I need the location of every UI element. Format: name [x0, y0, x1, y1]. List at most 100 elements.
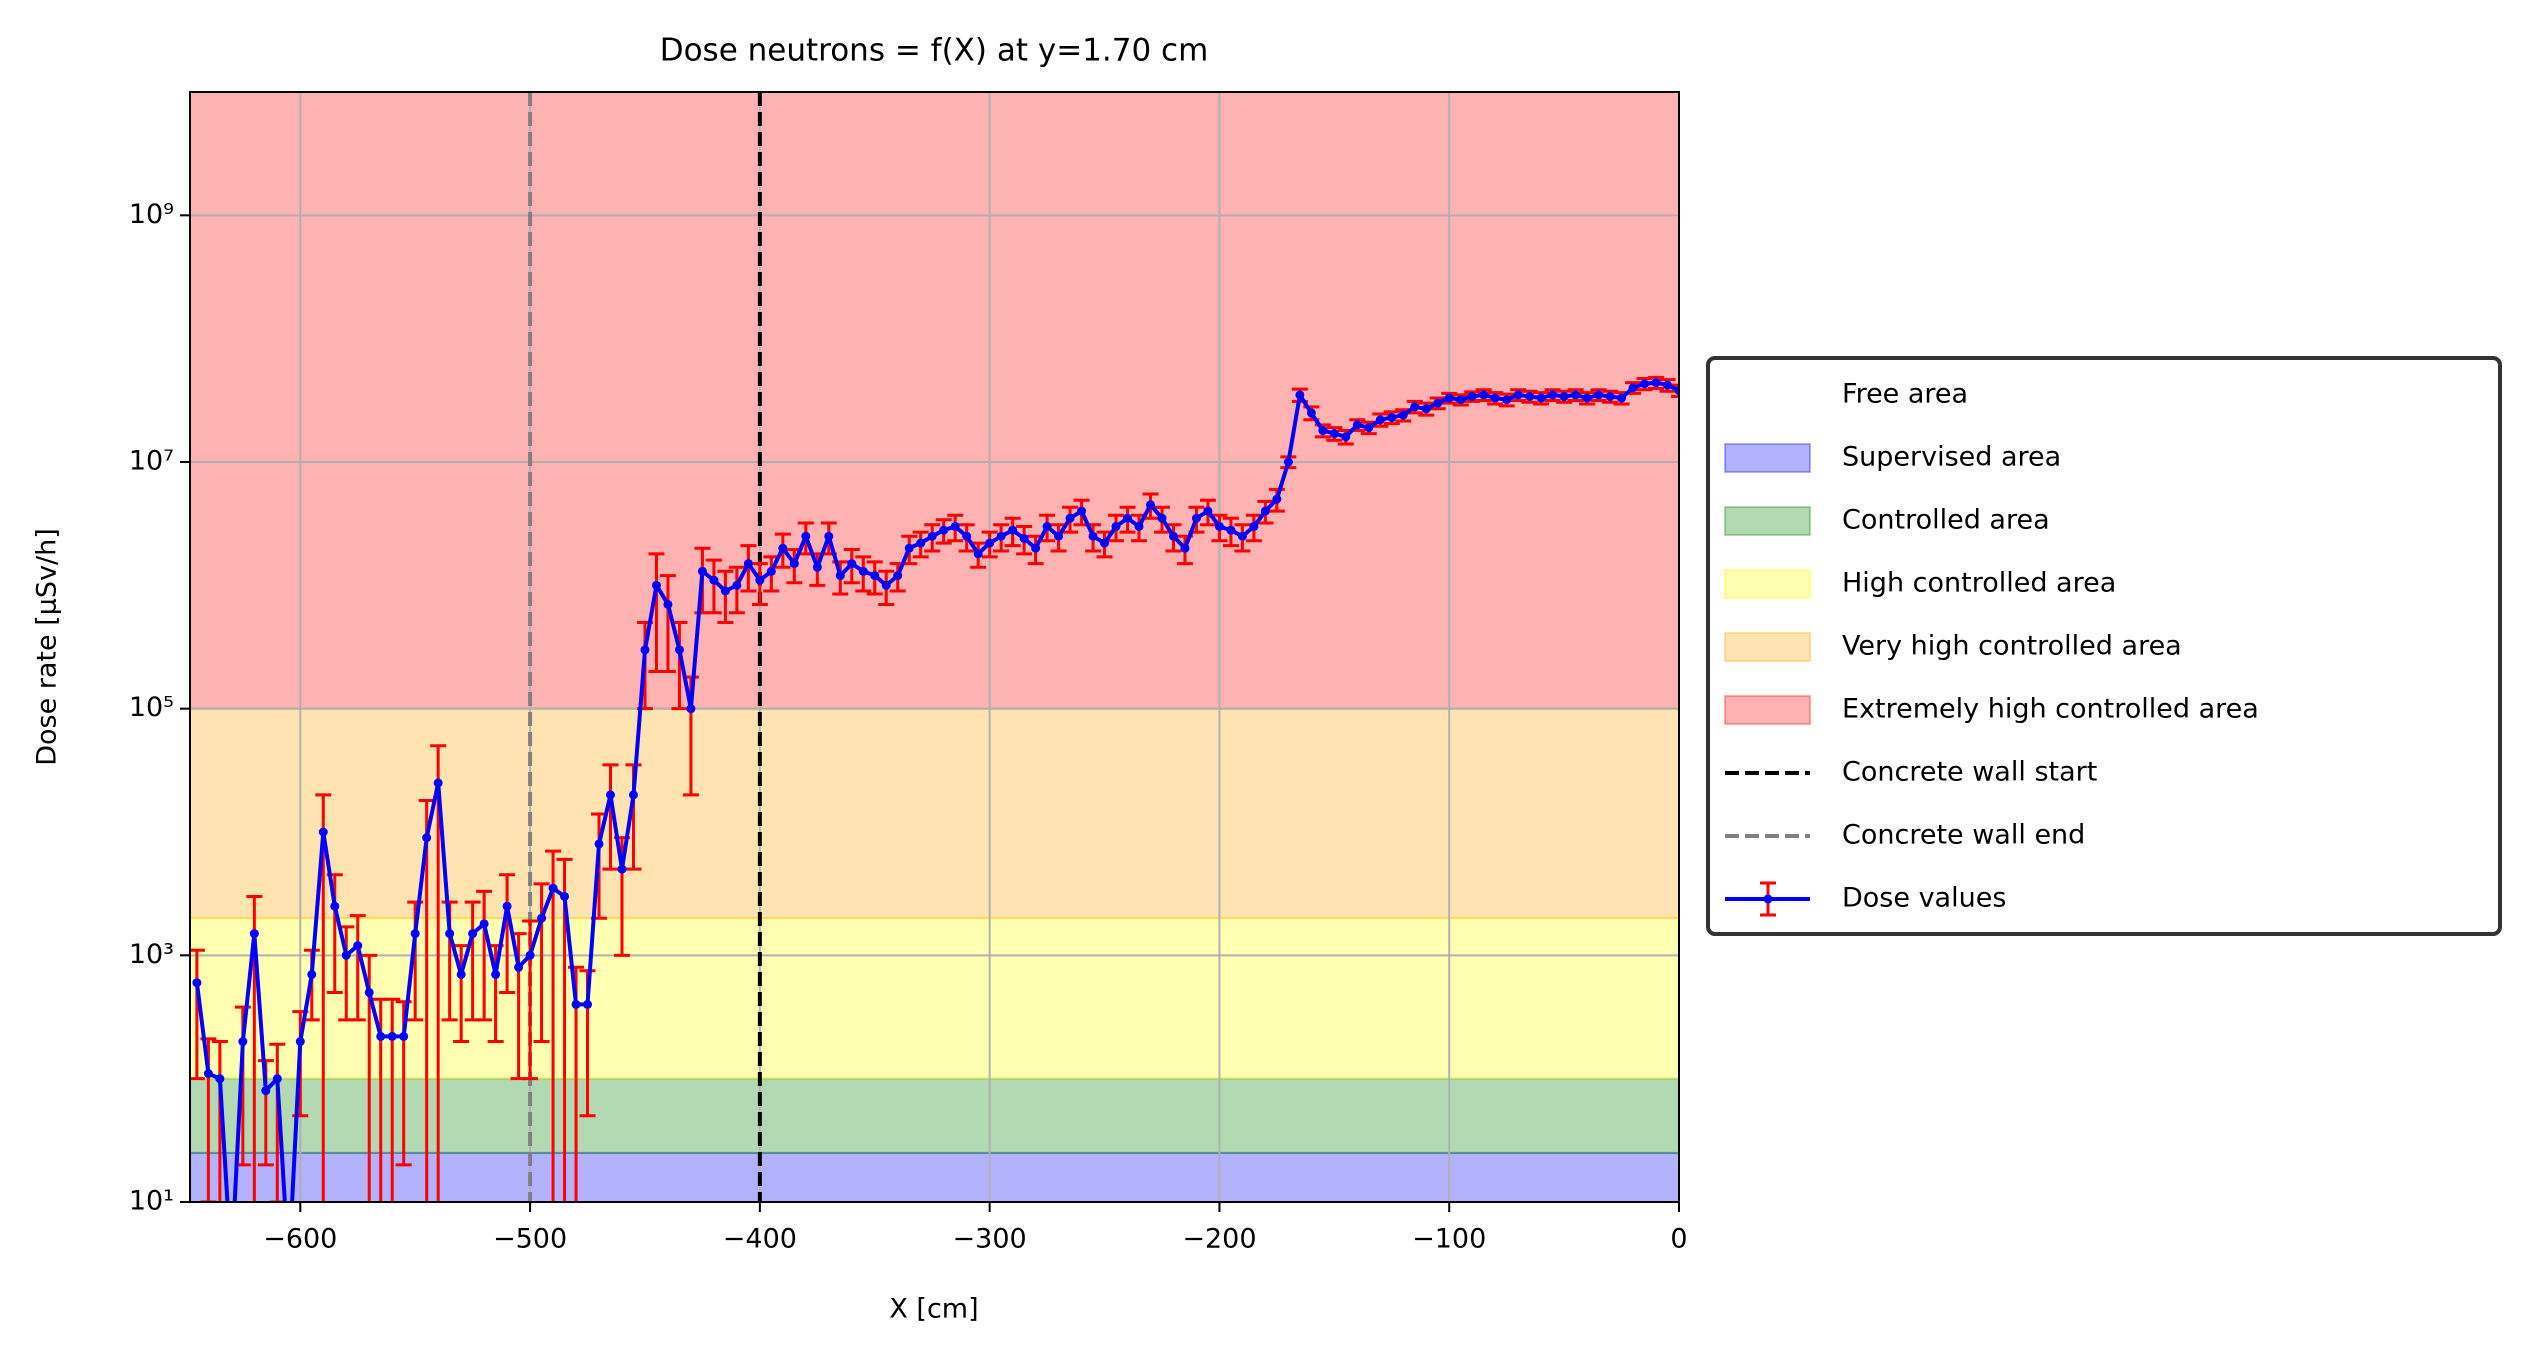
dose-point: [433, 778, 443, 788]
dose-point: [399, 1031, 409, 1041]
dose-point: [778, 543, 788, 553]
dose-point: [594, 839, 604, 849]
dose-point: [1226, 525, 1236, 535]
y-axis-label: Dose rate [µSv/h]: [32, 528, 63, 766]
error-bar: [1671, 383, 1679, 398]
y-tick-label: 10¹: [129, 1186, 174, 1217]
error-bar: [476, 889, 493, 1022]
dose-point: [835, 571, 845, 581]
x-tick-label: 0: [1670, 1224, 1687, 1255]
dose-point: [1180, 543, 1190, 553]
error-bar: [717, 569, 734, 624]
dose-point: [1191, 513, 1201, 523]
dose-point: [1157, 513, 1167, 523]
x-tick-label: −500: [493, 1224, 567, 1255]
x-tick-label: −300: [953, 1224, 1027, 1255]
dose-point: [1410, 402, 1420, 412]
dose-point: [1640, 379, 1650, 389]
y-tick-label: 10⁷: [129, 446, 174, 477]
dose-point: [364, 987, 374, 997]
chart-title: Dose neutrons = f(X) at y=1.70 cm: [660, 33, 1209, 69]
error-bar: [223, 1229, 239, 1252]
legend-label: Very high controlled area: [1842, 631, 2182, 662]
dose-point: [1042, 521, 1052, 531]
dose-point: [1582, 393, 1592, 403]
legend: Free area Supervised area Controlled area H…: [1706, 356, 2502, 936]
error-bar: [659, 574, 676, 674]
dose-point: [1145, 500, 1155, 510]
dose-point: [387, 1031, 397, 1041]
error-bar: [315, 793, 332, 1202]
legend-swatch: [1724, 506, 1811, 536]
dose-point: [1433, 398, 1443, 408]
dose-point: [1077, 506, 1087, 516]
dose-point: [1398, 410, 1408, 420]
error-bar: [269, 1042, 286, 1202]
dose-point: [1295, 390, 1305, 400]
zone-band: [190, 92, 1679, 710]
plot-frame: [189, 91, 1680, 1203]
error-bar: [418, 799, 435, 1202]
dose-point: [192, 978, 202, 988]
legend-swatch: [1724, 443, 1811, 473]
legend-swatch: [1763, 894, 1773, 904]
dose-point: [1168, 531, 1178, 541]
dose-point: [1513, 390, 1523, 400]
plot-area: [190, 92, 1679, 1252]
dose-point: [1134, 521, 1144, 531]
dose-point: [651, 580, 661, 590]
dose-line: [194, 380, 1679, 1202]
x-tick-label: −100: [1412, 1224, 1486, 1255]
dose-point: [1111, 521, 1121, 531]
dose-point: [697, 566, 707, 576]
dose-point: [1031, 543, 1041, 553]
dose-point: [1249, 521, 1259, 531]
dose-point: [893, 571, 903, 581]
dose-point: [1100, 538, 1110, 548]
dose-point: [261, 1086, 271, 1096]
zone-band: [190, 1077, 1679, 1154]
dose-point: [1008, 525, 1018, 535]
dose-point: [249, 929, 259, 939]
error-bar: [361, 953, 378, 1202]
error-bar: [602, 763, 619, 871]
dose-point: [755, 575, 765, 585]
dose-point: [904, 543, 914, 553]
dose-point: [491, 969, 501, 979]
dose-point: [732, 580, 742, 590]
dose-point: [353, 941, 363, 951]
error-bar: [522, 919, 539, 1081]
dose-point: [1479, 390, 1489, 400]
dose-point: [1123, 513, 1133, 523]
x-tick-label: −600: [263, 1224, 337, 1255]
error-bar: [499, 873, 516, 994]
dose-point: [1536, 393, 1546, 403]
error-bar: [533, 882, 550, 1044]
dose-point: [456, 969, 466, 979]
dose-point: [1272, 494, 1282, 504]
dose-point: [537, 913, 547, 923]
dose-point: [1444, 393, 1454, 403]
legend-swatch: [1724, 632, 1811, 662]
error-bar: [728, 565, 745, 615]
dose-point: [1318, 426, 1328, 436]
dose-point: [720, 586, 730, 596]
dose-point: [1525, 391, 1535, 401]
dose-point: [1559, 391, 1569, 401]
dose-point: [674, 645, 684, 655]
error-bar: [384, 997, 401, 1202]
dose-point: [272, 1074, 282, 1084]
dose-point: [709, 575, 719, 585]
dose-point: [1306, 408, 1316, 418]
dose-point: [376, 1031, 386, 1041]
axes: −600 −500 −400 −300 −200 −100 0 10¹ 10³ 10⁵ 10⁷ 10⁹: [129, 91, 1688, 1255]
dose-point: [996, 531, 1006, 541]
dose-point: [1421, 404, 1431, 414]
dose-point: [1387, 412, 1397, 422]
dose-point: [479, 919, 489, 929]
dose-point: [1651, 378, 1661, 388]
dose-point: [973, 549, 983, 559]
legend-label: Extremely high controlled area: [1842, 694, 2259, 725]
dose-point: [583, 999, 593, 1009]
legend-label: Controlled area: [1842, 505, 2050, 536]
